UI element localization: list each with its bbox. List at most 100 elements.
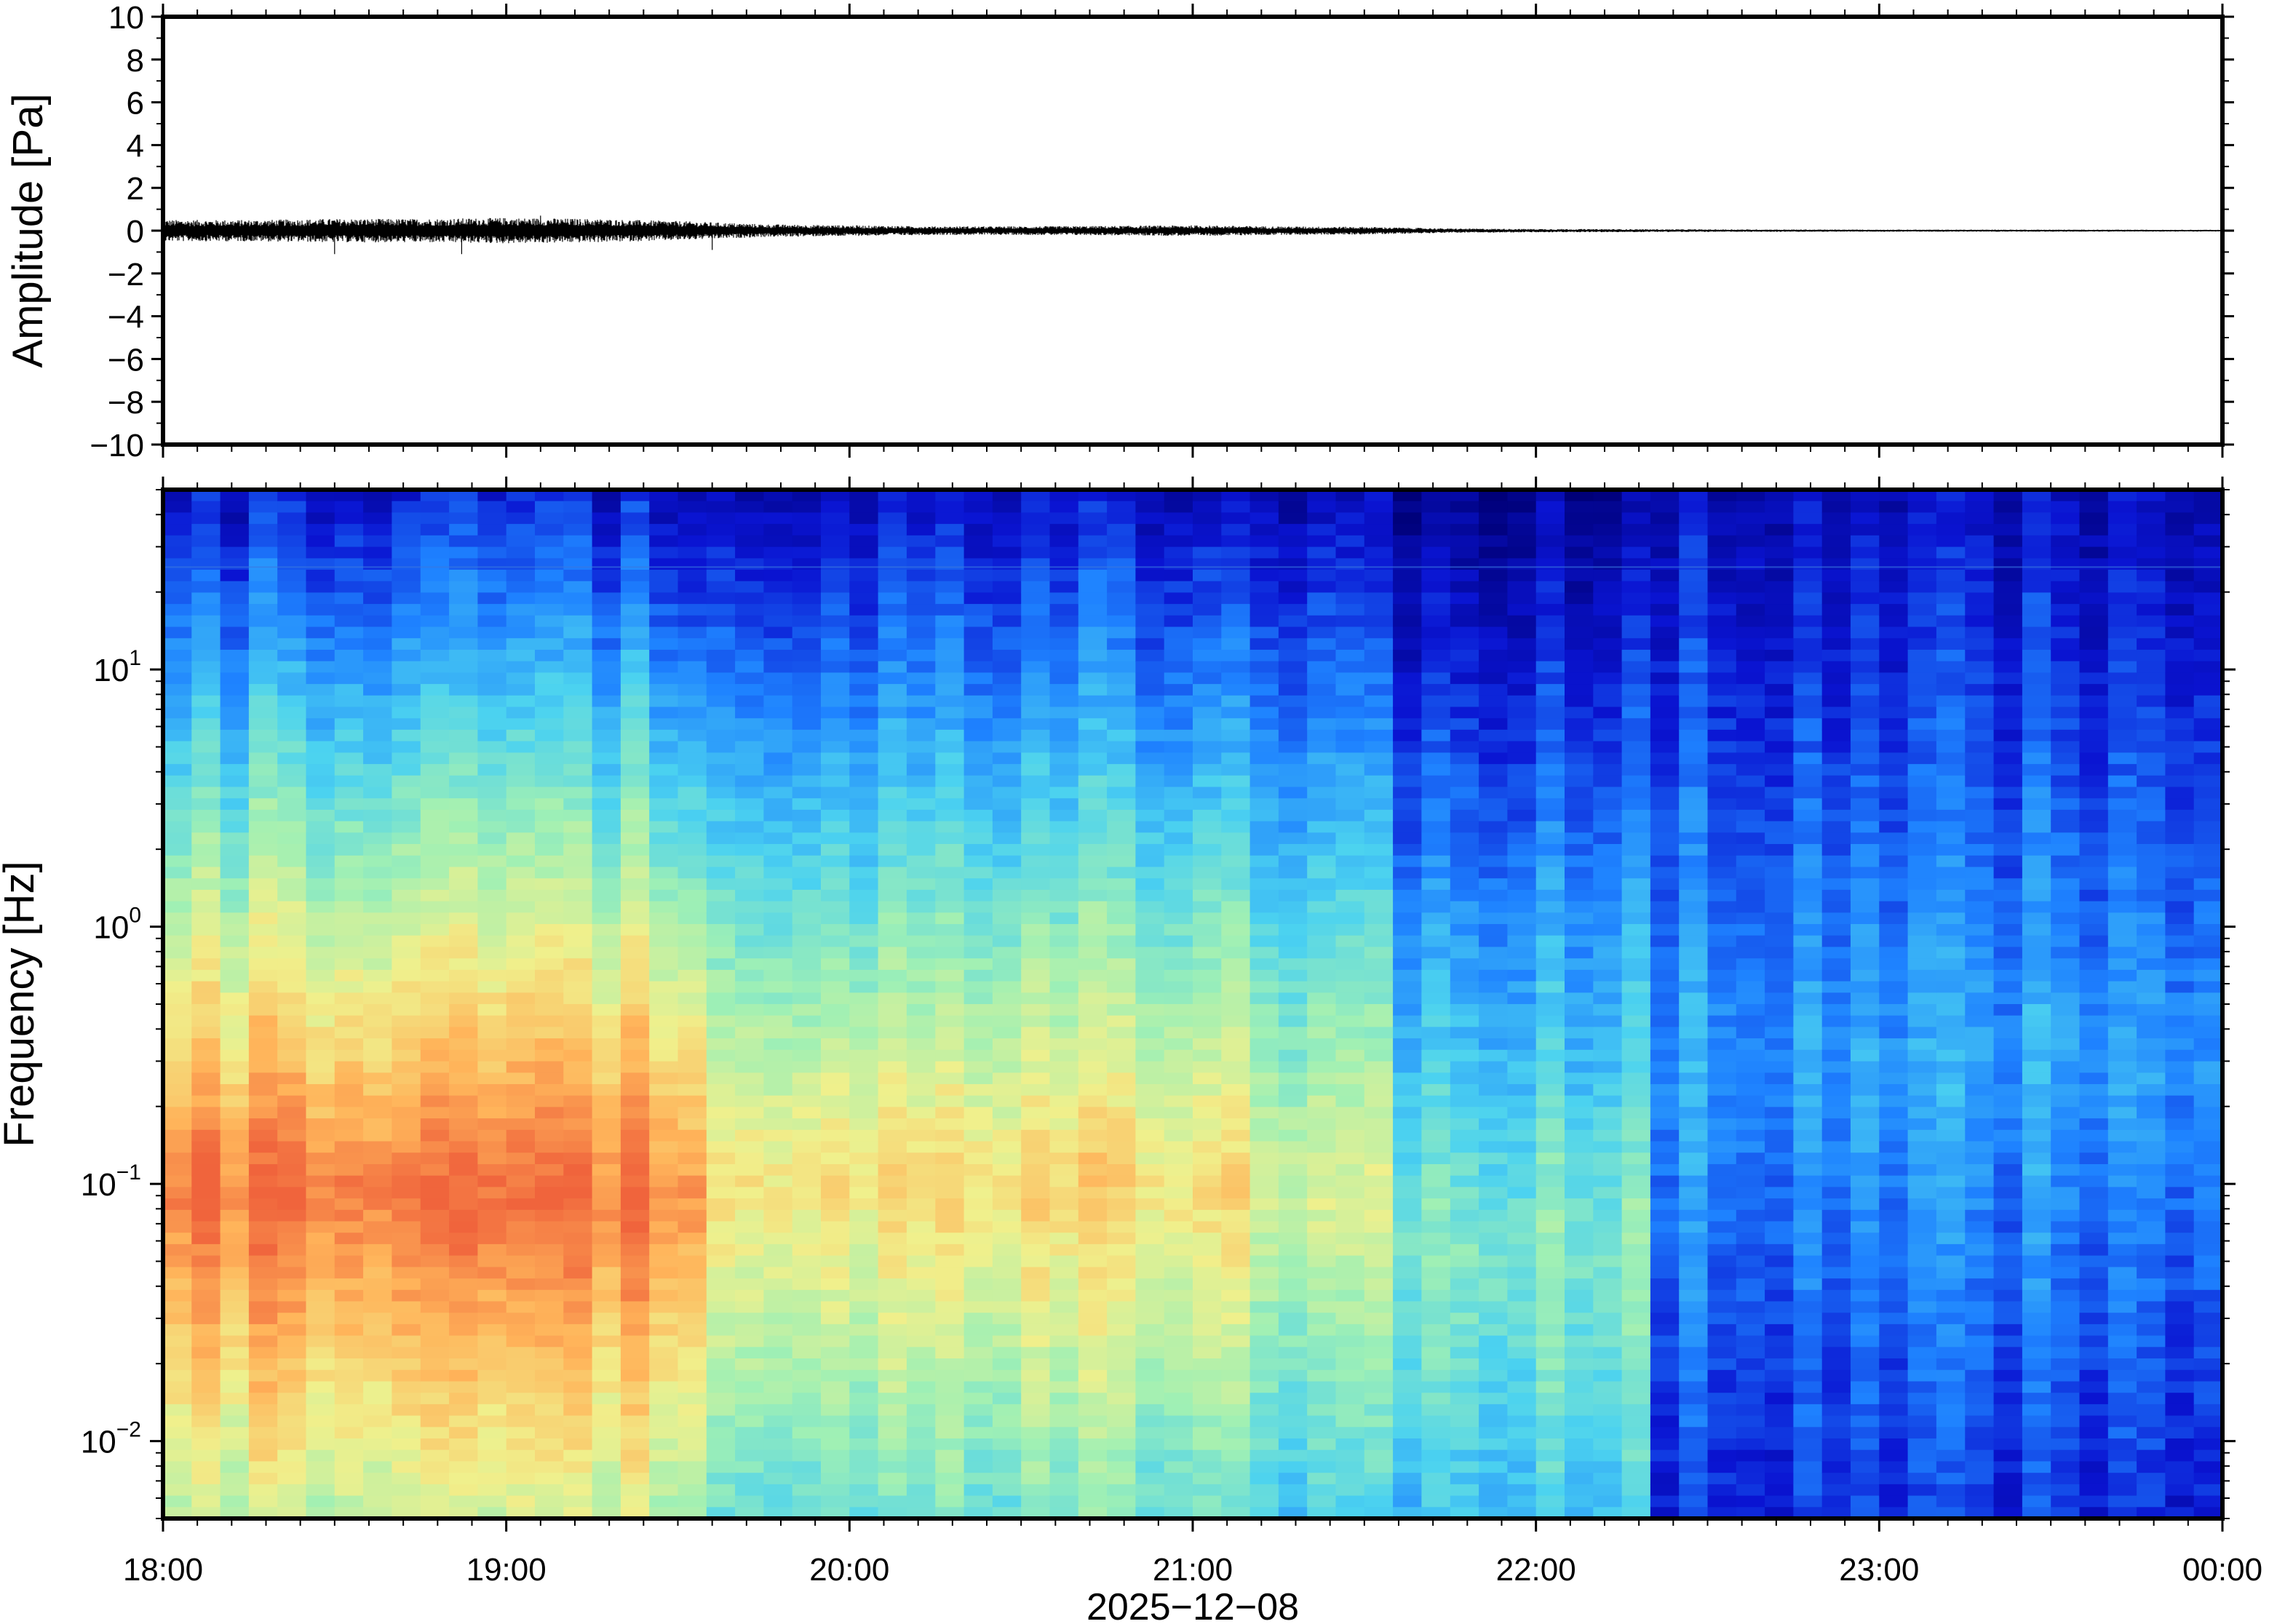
- spectrogram-cell: [563, 1072, 593, 1085]
- spectrogram-cell: [706, 798, 736, 811]
- spectrogram-cell: [277, 878, 307, 891]
- spectrogram-cell: [1107, 878, 1137, 891]
- spectrogram-cell: [248, 1495, 278, 1508]
- spectrogram-cell: [1078, 501, 1108, 514]
- spectrogram-cell: [191, 604, 221, 616]
- spectrogram-cell: [620, 1084, 650, 1096]
- spectrogram-cell: [849, 718, 879, 731]
- spectrogram-cell: [878, 581, 907, 594]
- spectrogram-cell: [1364, 1267, 1394, 1279]
- spectrogram-cell: [592, 706, 621, 719]
- spectrogram-cell: [392, 935, 421, 948]
- spectrogram-cell: [706, 878, 736, 891]
- spectrogram-cell: [849, 889, 879, 902]
- spectrogram-cell: [1164, 947, 1193, 959]
- spectrogram-cell: [906, 832, 936, 845]
- spectrogram-cell: [1479, 684, 1509, 696]
- spectrogram-cell: [935, 1038, 965, 1051]
- spectrogram-cell: [449, 695, 479, 708]
- spectrogram-cell: [1565, 1495, 1594, 1508]
- spectrogram-cell: [821, 1095, 851, 1108]
- spectrogram-cell: [763, 775, 793, 788]
- spectrogram-cell: [306, 1473, 335, 1485]
- spectrogram-cell: [1107, 1233, 1137, 1245]
- spectrogram-cell: [935, 706, 965, 719]
- spectrogram-cell: [1278, 867, 1308, 879]
- spectrogram-cell: [563, 844, 593, 856]
- spectrogram-cell: [1107, 684, 1137, 696]
- spectrogram-cell: [477, 512, 507, 525]
- spectrogram-cell: [1650, 1141, 1680, 1153]
- spectrogram-cell: [1193, 1084, 1223, 1096]
- spectrogram-cell: [449, 1358, 479, 1371]
- spectrogram-cell: [1249, 1415, 1279, 1428]
- spectrogram-cell: [334, 958, 364, 971]
- spectrogram-cell: [1650, 1004, 1680, 1016]
- spectrogram-cell: [1193, 1324, 1223, 1337]
- spectrogram-cell: [677, 592, 707, 605]
- spectrogram-cell: [1393, 695, 1423, 708]
- spectrogram-cell: [191, 798, 221, 811]
- spectrogram-cell: [1479, 1313, 1509, 1325]
- spectrogram-cell: [1421, 1438, 1451, 1451]
- spectrogram-cell: [363, 1335, 393, 1348]
- spectrogram-cell: [1393, 867, 1423, 879]
- spectrogram-cell: [334, 1084, 364, 1096]
- spectrogram-cell: [706, 1209, 736, 1222]
- spectrogram-cell: [248, 558, 278, 570]
- spectrogram-cell: [1049, 889, 1079, 902]
- spectrogram-cell: [449, 1324, 479, 1337]
- spectrogram-cell: [1593, 1049, 1623, 1062]
- spectrogram-cell: [677, 1393, 707, 1405]
- spectrogram-cell: [592, 1313, 621, 1325]
- spectrogram-cell: [1450, 1313, 1479, 1325]
- spectrogram-cell: [306, 947, 335, 959]
- spectrogram-cell: [1364, 1141, 1394, 1153]
- spectrogram-cell: [220, 1278, 250, 1291]
- spectrogram-cell: [220, 809, 250, 822]
- spectrogram-cell: [535, 1187, 565, 1199]
- spectrogram-cell: [1393, 535, 1423, 548]
- spectrogram-cell: [1164, 1198, 1193, 1211]
- spectrogram-cell: [1565, 1358, 1594, 1371]
- spectrogram-cell: [248, 1484, 278, 1497]
- spectrogram-cell: [1307, 684, 1337, 696]
- spectrogram-cell: [649, 718, 679, 731]
- spectrogram-cell: [248, 1335, 278, 1348]
- spectrogram-cell: [477, 935, 507, 948]
- spectrogram-cell: [1335, 592, 1365, 605]
- spectrogram-cell: [306, 1393, 335, 1405]
- spectrogram-cell: [1021, 1209, 1051, 1222]
- spectrogram-cell: [1249, 947, 1279, 959]
- spectrogram-cell: [735, 1427, 765, 1439]
- spectrogram-cell: [763, 570, 793, 582]
- spectrogram-cell: [1249, 706, 1279, 719]
- spectrogram-cell: [1135, 592, 1165, 605]
- spectrogram-cell: [563, 1427, 593, 1439]
- spectrogram-cell: [1421, 1335, 1451, 1348]
- spectrogram-cell: [1507, 924, 1537, 936]
- spectrogram-cell: [1249, 615, 1279, 628]
- spectrogram-cell: [1278, 650, 1308, 662]
- spectrogram-cell: [677, 546, 707, 560]
- spectrogram-cell: [163, 1393, 193, 1405]
- spectrogram-cell: [1164, 1255, 1193, 1268]
- spectrogram-cell: [1278, 1255, 1308, 1268]
- spectrogram-cell: [1249, 981, 1279, 994]
- spectrogram-cell: [334, 650, 364, 662]
- spectrogram-cell: [1049, 524, 1079, 536]
- spectrogram-cell: [1393, 558, 1423, 570]
- spectrogram-cell: [277, 1461, 307, 1473]
- spectrogram-cell: [563, 1027, 593, 1039]
- spectrogram-cell: [1049, 672, 1079, 685]
- spectrogram-cell: [506, 1289, 536, 1302]
- spectrogram-cell: [1135, 535, 1165, 548]
- spectrogram-cell: [1364, 969, 1394, 982]
- spectrogram-cell: [1249, 1107, 1279, 1119]
- spectrogram-cell: [1421, 672, 1451, 685]
- spectrogram-cell: [677, 1243, 707, 1257]
- spectrogram-cell: [821, 558, 851, 570]
- spectrogram-cell: [763, 706, 793, 719]
- spectrogram-cell: [706, 1427, 736, 1439]
- spectrogram-cell: [1307, 992, 1337, 1005]
